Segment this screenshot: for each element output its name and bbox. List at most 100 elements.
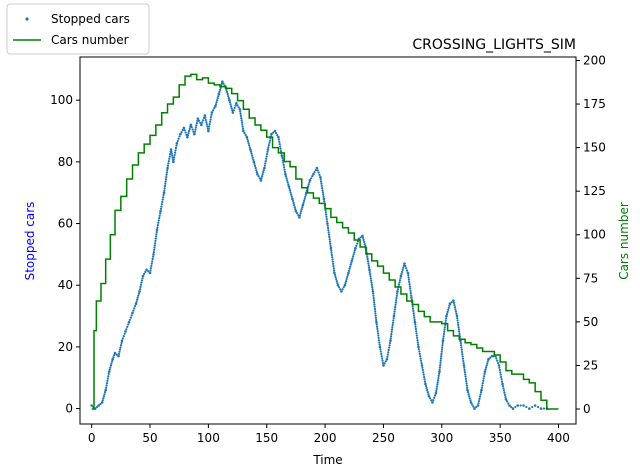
stopped-cars-point <box>392 319 395 322</box>
stopped-cars-point <box>367 262 370 265</box>
stopped-cars-point <box>301 203 305 207</box>
stopped-cars-point <box>342 286 345 289</box>
stopped-cars-point <box>280 154 284 157</box>
stopped-cars-point <box>208 122 211 126</box>
stopped-cars-point <box>290 193 293 196</box>
stopped-cars-point <box>152 253 155 256</box>
stopped-cars-point <box>249 148 252 151</box>
stopped-cars-point <box>193 130 196 133</box>
stopped-cars-point <box>408 280 411 283</box>
stopped-cars-point <box>148 271 152 275</box>
legend: Stopped cars Cars number <box>6 3 150 55</box>
stopped-cars-point <box>156 223 160 227</box>
stopped-cars-point <box>481 382 484 385</box>
stopped-cars-point <box>123 332 126 335</box>
stopped-cars-point <box>421 366 424 369</box>
y-right-tick-label: 75 <box>583 271 598 285</box>
stopped-cars-point <box>388 346 391 349</box>
stopped-cars-point <box>210 111 214 114</box>
stopped-cars-point <box>308 181 311 184</box>
stopped-cars-point <box>216 99 219 102</box>
stopped-cars-point <box>322 197 326 201</box>
stopped-cars-point <box>95 405 99 409</box>
stopped-cars-point <box>460 348 463 351</box>
stopped-cars-point <box>439 359 442 362</box>
stopped-cars-point <box>349 263 352 266</box>
stopped-cars-point <box>438 368 441 371</box>
stopped-cars-point <box>158 212 162 215</box>
stopped-cars-point <box>173 153 176 157</box>
stopped-cars-point <box>313 171 316 174</box>
stopped-cars-point <box>344 282 347 285</box>
stopped-cars-point <box>241 125 244 128</box>
stopped-cars-point <box>166 166 169 170</box>
y-right-tick-label: 50 <box>583 315 598 329</box>
stopped-cars-point <box>418 350 421 353</box>
stopped-cars-point <box>180 130 183 134</box>
stopped-cars-point <box>377 339 381 342</box>
stopped-cars-point <box>205 121 208 124</box>
stopped-cars-point <box>441 341 444 345</box>
stopped-cars-point <box>377 336 380 340</box>
stopped-cars-point <box>454 308 457 311</box>
stopped-cars-point <box>504 398 508 401</box>
stopped-cars-point <box>168 157 171 160</box>
stopped-cars-point <box>265 155 268 158</box>
stopped-cars-point <box>158 214 161 217</box>
stopped-cars-point <box>124 330 127 333</box>
stopped-cars-point <box>158 217 161 220</box>
stopped-cars-point <box>207 127 210 130</box>
stopped-cars-point <box>330 249 333 252</box>
stopped-cars-point <box>312 172 315 176</box>
stopped-cars-point <box>490 354 494 358</box>
stopped-cars-point <box>369 273 372 276</box>
stopped-cars-point <box>477 402 480 405</box>
stopped-cars-point <box>253 162 256 166</box>
stopped-cars-point <box>373 301 376 304</box>
stopped-cars-point <box>191 128 194 131</box>
stopped-cars-point <box>218 88 222 91</box>
stopped-cars-point <box>150 262 153 265</box>
stopped-cars-point <box>326 226 330 230</box>
stopped-cars-point <box>410 294 413 297</box>
stopped-cars-point <box>105 382 109 385</box>
stopped-cars-point <box>466 391 470 394</box>
stopped-cars-point <box>440 350 443 353</box>
stopped-cars-point <box>345 277 348 281</box>
stopped-cars-point <box>362 238 365 242</box>
stopped-cars-point <box>391 326 394 329</box>
legend-marker-stopped-cars <box>25 17 29 21</box>
stopped-cars-point <box>316 169 319 172</box>
stopped-cars-point <box>172 158 175 161</box>
stopped-cars-point <box>457 326 460 329</box>
stopped-cars-point <box>299 212 302 215</box>
stopped-cars-point <box>473 407 476 410</box>
stopped-cars-point <box>485 364 488 367</box>
stopped-cars-point <box>371 285 374 289</box>
stopped-cars-point <box>394 303 397 306</box>
stopped-cars-point <box>128 318 131 322</box>
stopped-cars-point <box>514 405 517 409</box>
stopped-cars-point <box>379 348 382 351</box>
stopped-cars-point <box>288 187 291 190</box>
stopped-cars-point <box>462 362 465 365</box>
stopped-cars-point <box>151 257 154 261</box>
stopped-cars-point <box>159 207 163 210</box>
stopped-cars-point <box>302 199 306 203</box>
stopped-cars-point <box>375 323 378 326</box>
stopped-cars-point <box>182 126 186 130</box>
stopped-cars-point <box>438 372 441 375</box>
stopped-cars-point <box>150 264 153 268</box>
stopped-cars-point <box>194 126 197 129</box>
stopped-cars-point <box>254 166 257 170</box>
stopped-cars-point <box>339 288 342 291</box>
stopped-cars-point <box>291 199 295 203</box>
stopped-cars-point <box>302 201 305 205</box>
stopped-cars-point <box>408 282 411 286</box>
stopped-cars-point <box>167 162 170 165</box>
stopped-cars-point <box>391 323 394 327</box>
stopped-cars-point <box>458 330 461 333</box>
stopped-cars-point <box>401 268 404 271</box>
stopped-cars-point <box>199 121 202 124</box>
stopped-cars-point <box>167 159 170 163</box>
